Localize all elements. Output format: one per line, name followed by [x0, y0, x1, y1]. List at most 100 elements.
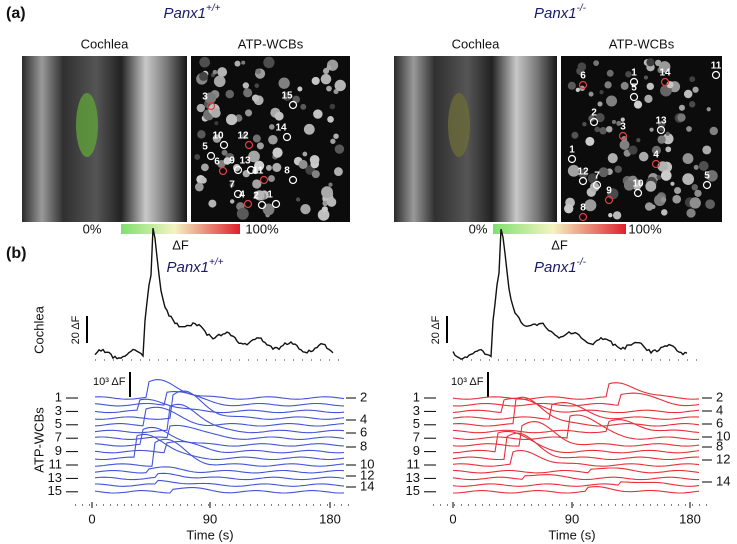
cell-marker	[206, 151, 216, 161]
trace-label: 14	[360, 478, 374, 493]
cell-blob	[254, 83, 260, 88]
wcb-trace	[452, 450, 700, 467]
wcb-trace	[452, 396, 700, 427]
cell-blob	[643, 75, 649, 80]
cell-blob	[620, 81, 629, 90]
genotype: Panx1	[163, 5, 206, 22]
cell-label: 3	[620, 122, 626, 133]
panel-label: (a)	[6, 5, 26, 22]
cell-blob	[311, 170, 320, 179]
genotype-title: Panx1+/+	[166, 257, 223, 276]
cell-blob	[212, 69, 218, 75]
wcb-trace	[452, 474, 699, 481]
cell-blob	[313, 109, 323, 119]
trace-label: 6	[716, 415, 723, 430]
cochlea-trace	[452, 228, 688, 360]
cell-marker	[629, 92, 639, 102]
cell-blob	[194, 154, 201, 160]
cell-blob	[278, 77, 290, 89]
trace-label: 15	[406, 483, 420, 498]
cell-blob	[272, 162, 282, 172]
cell-blob	[604, 81, 612, 89]
cell-label: 6	[214, 157, 220, 168]
cell-marker	[592, 180, 602, 190]
cell-blob	[607, 153, 618, 164]
cell-blob	[567, 81, 576, 90]
x-axis-label: Time (s)	[186, 527, 233, 542]
cell-blob	[661, 209, 668, 216]
cell-blob	[678, 104, 685, 111]
cell-blob	[646, 82, 654, 91]
cell-blob	[612, 211, 622, 220]
cell-blob	[606, 95, 618, 107]
cell-marker	[218, 166, 228, 176]
wcb-trace	[94, 433, 345, 461]
cell-blob	[628, 145, 638, 155]
wcb-trace	[452, 481, 700, 487]
wcb-trace	[94, 379, 345, 400]
trace-label: 11	[407, 456, 421, 471]
cell-marker	[288, 175, 298, 185]
cell-blob	[616, 120, 622, 126]
cell-marker	[271, 199, 281, 209]
trace-label: 11	[49, 456, 63, 471]
cell-blob	[282, 92, 292, 101]
colorbar	[121, 224, 240, 234]
x-tick-label: 90	[203, 511, 217, 526]
cell-label: 12	[577, 167, 589, 178]
genotype-title: Panx1+/+	[163, 3, 220, 22]
cell-label: 6	[580, 71, 586, 82]
cell-blob	[645, 180, 657, 192]
panel-label: (b)	[6, 245, 26, 262]
cell-blob	[587, 173, 598, 184]
cell-blob	[298, 159, 308, 169]
cell-label: 10	[212, 131, 224, 142]
cell-blob	[606, 69, 614, 77]
cell-blob	[575, 87, 580, 93]
wcb-trace	[94, 398, 345, 414]
cell-blob	[660, 197, 667, 203]
cell-blob	[241, 60, 246, 65]
row-label: ATP-WCBs	[31, 407, 46, 473]
wcb-trace	[452, 382, 700, 400]
cell-blob	[329, 103, 336, 110]
cell-blob	[326, 197, 337, 207]
cell-label: 10	[632, 179, 644, 190]
cell-blob	[688, 101, 696, 108]
cell-marker	[259, 175, 269, 185]
cell-blob	[213, 75, 226, 88]
trace-label: 12	[360, 467, 374, 482]
genotype-superscript: +/+	[209, 257, 224, 268]
cell-blob	[300, 103, 307, 110]
cell-blob	[608, 213, 613, 218]
cell-blob	[567, 164, 580, 177]
cell-marker	[282, 132, 292, 142]
trace-label: 7	[413, 430, 420, 445]
trace-label: 5	[55, 416, 62, 431]
trace-label: 2	[716, 389, 723, 404]
trace-label: 1	[413, 389, 420, 404]
cell-label: 1	[569, 145, 575, 156]
cell-blob	[677, 113, 686, 122]
cell-blob	[564, 204, 574, 214]
cell-blob	[200, 177, 207, 184]
cell-blob	[595, 113, 605, 123]
x-tick-label: 90	[565, 511, 579, 526]
scale-label: 10³ ΔF	[451, 376, 484, 388]
cell-blob	[692, 86, 699, 93]
cell-blob	[658, 61, 671, 73]
cochlea-trace	[94, 227, 334, 360]
cell-blob	[638, 151, 649, 162]
cell-label: 2	[591, 108, 597, 119]
cell-blob	[674, 186, 682, 195]
trace-label: 12	[716, 451, 730, 466]
cell-blob	[196, 103, 205, 113]
cell-marker	[633, 188, 643, 198]
x-tick-label: 180	[679, 511, 701, 526]
cell-label: 9	[229, 156, 235, 167]
trace-label: 10	[360, 456, 374, 471]
cell-marker	[578, 212, 588, 222]
trace-label: 13	[48, 470, 62, 485]
cell-blob	[328, 182, 333, 187]
